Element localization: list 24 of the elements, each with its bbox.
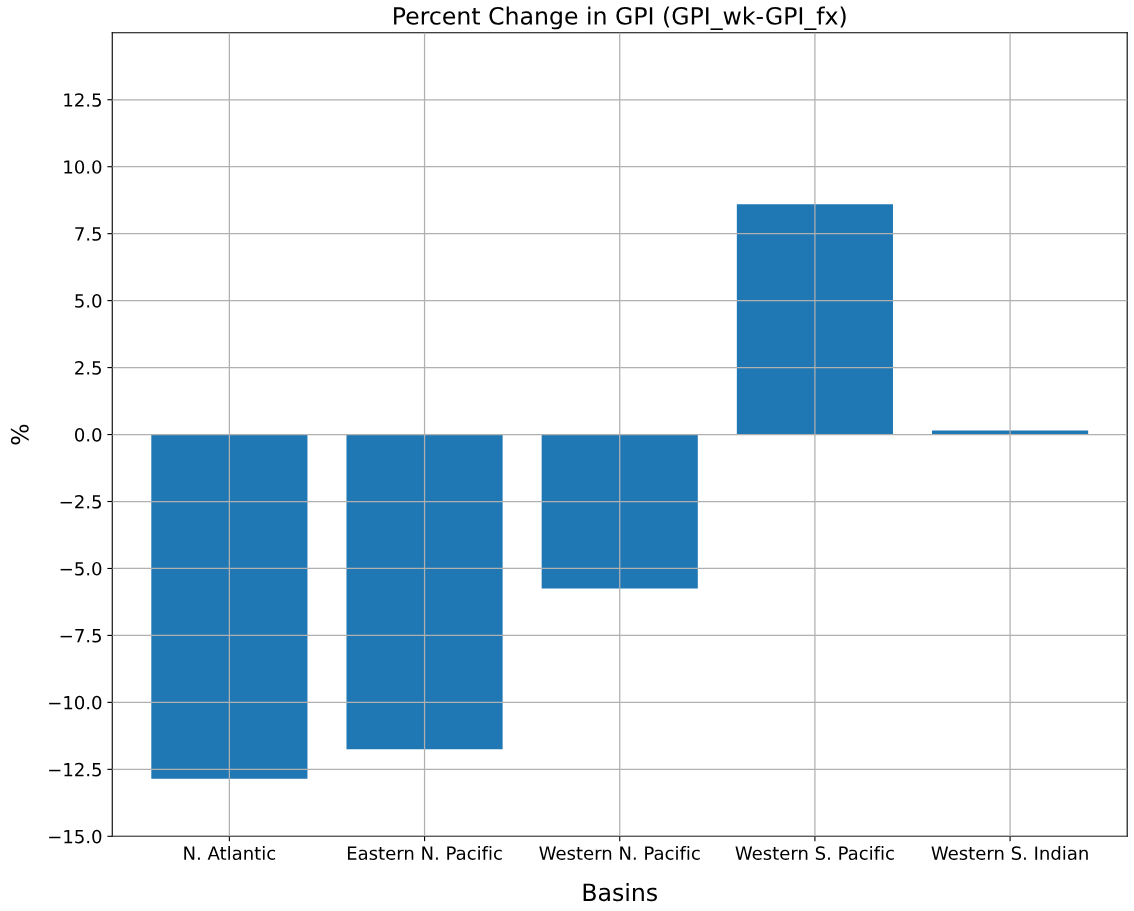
x-tick-label: Western N. Pacific xyxy=(539,846,700,860)
y-tick-label: −15.0 xyxy=(49,829,102,844)
bar xyxy=(736,204,893,435)
y-tick-label: −7.5 xyxy=(60,629,101,643)
y-tick-label: 5.0 xyxy=(75,294,102,308)
x-tick-label: N. Atlantic xyxy=(184,846,276,860)
x-tick-label: Eastern N. Pacific xyxy=(347,846,502,860)
y-tick-label: 7.5 xyxy=(75,227,101,241)
x-axis-title: Basins xyxy=(583,882,657,902)
y-tick-label: −5.0 xyxy=(60,561,102,576)
bar xyxy=(151,434,308,779)
y-tick-label: 10.0 xyxy=(64,160,102,174)
x-tick-label: Western S. Pacific xyxy=(735,846,894,860)
y-tick-label: −12.5 xyxy=(49,762,101,777)
x-tick-label: Western S. Indian xyxy=(931,846,1088,860)
y-tick-label: −2.5 xyxy=(60,494,101,509)
y-tick-label: 12.5 xyxy=(64,93,101,107)
y-tick-label: −10.0 xyxy=(49,695,102,710)
y-tick-label: 2.5 xyxy=(75,361,101,375)
y-axis-title: % xyxy=(10,424,29,445)
chart-title: Percent Change in GPI (GPI_wk-GPI_fx) xyxy=(394,6,846,31)
y-tick-label: 0.0 xyxy=(75,428,102,442)
bar xyxy=(346,434,503,750)
bar xyxy=(541,434,698,589)
